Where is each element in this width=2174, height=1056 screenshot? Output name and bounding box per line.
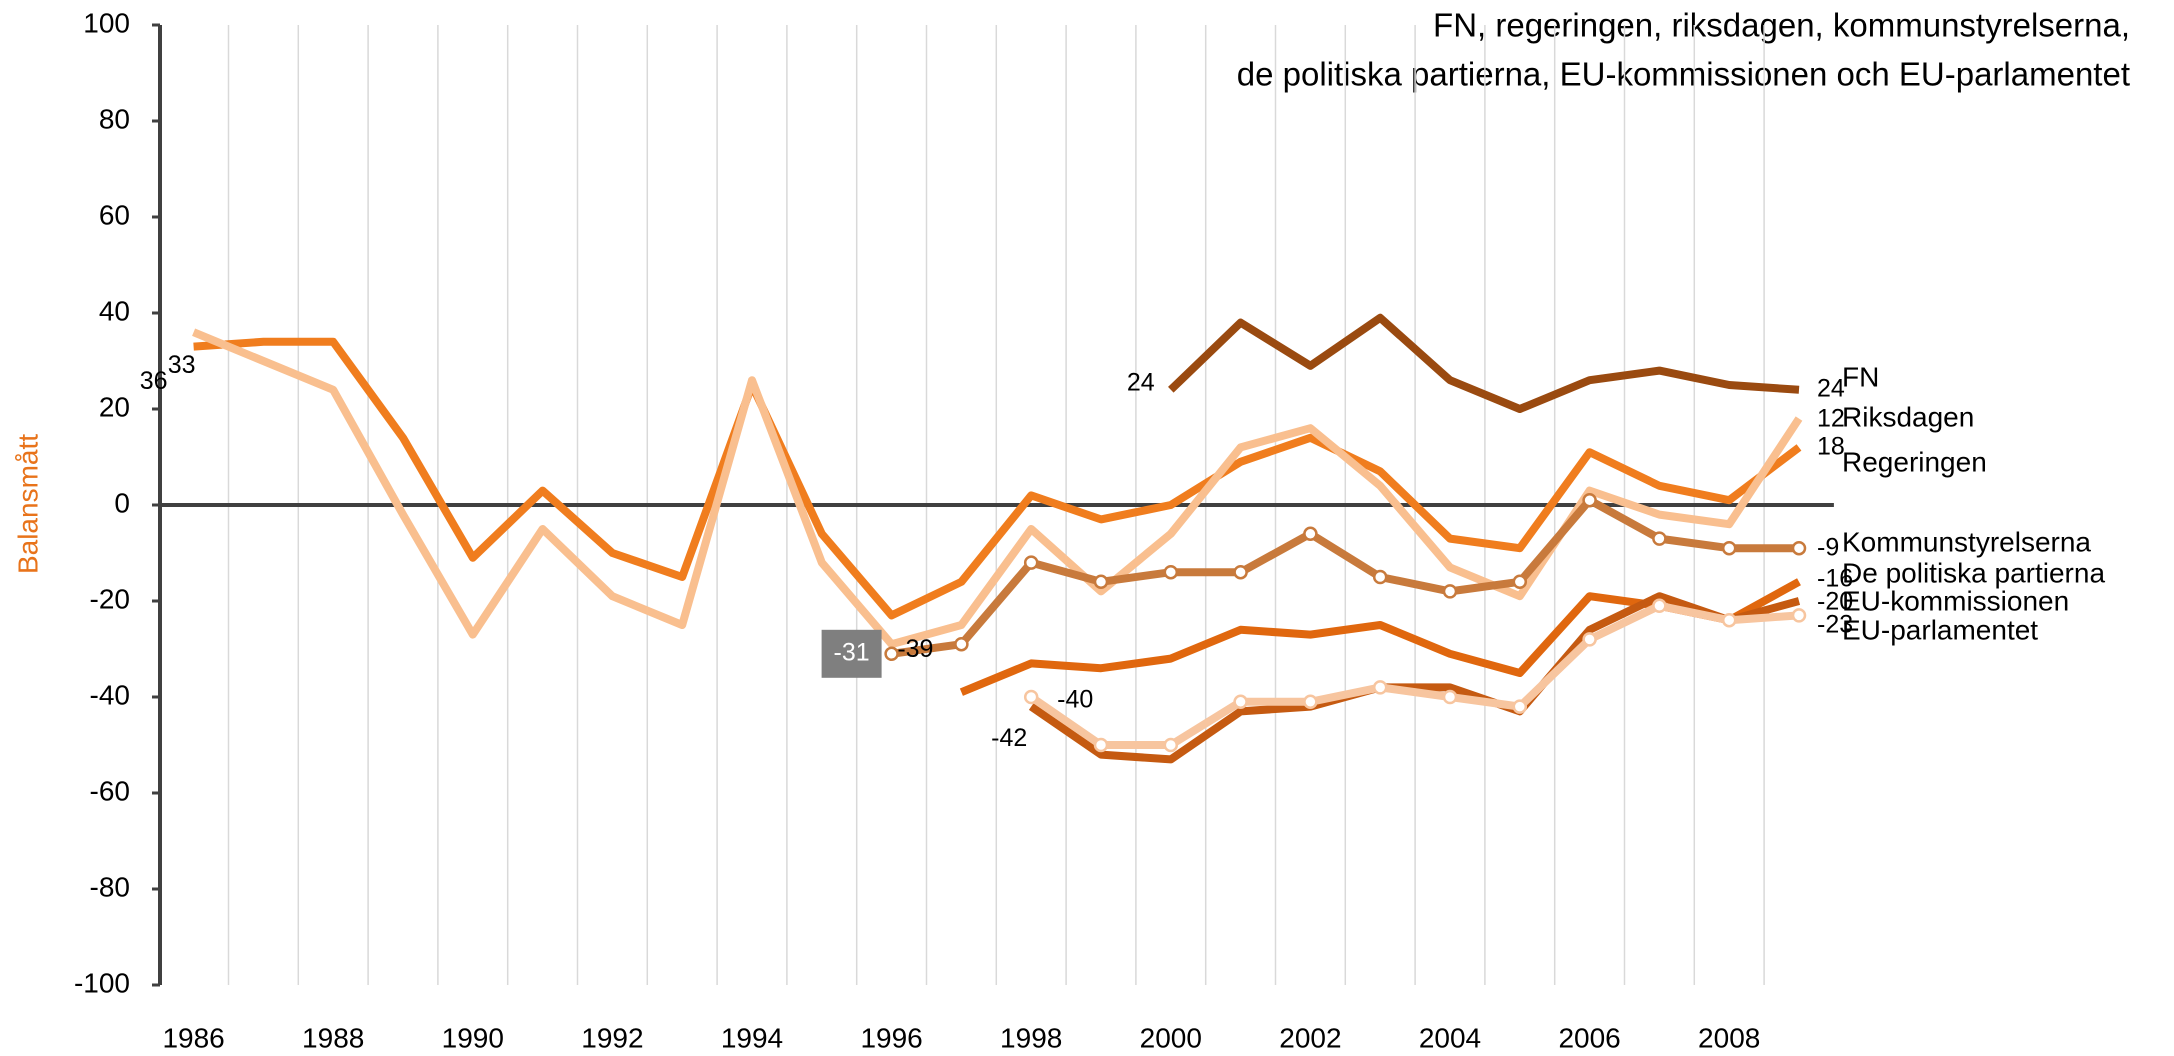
point-marker: [1652, 598, 1667, 614]
point-marker: [1791, 540, 1807, 556]
end-label: -9: [1817, 534, 1839, 562]
series-line: [1028, 601, 1800, 749]
point-marker: [1372, 569, 1388, 585]
legend-label: Kommunstyrelserna: [1842, 526, 2091, 557]
legend-label: FN: [1842, 361, 1879, 392]
y-tick-label: -80: [90, 871, 130, 902]
series-line: [193, 337, 1802, 620]
y-axis-label: Balansmått: [12, 434, 43, 574]
point-marker: [1721, 612, 1737, 628]
series-line: [1028, 592, 1801, 764]
x-tick-label: 1990: [442, 1022, 504, 1053]
point-marker: [1023, 689, 1039, 705]
point-marker: [1582, 632, 1597, 647]
point-marker: [1093, 574, 1109, 590]
y-tick-label: 40: [99, 295, 130, 326]
y-tick-label: 100: [83, 7, 130, 38]
start-label: 24: [1127, 368, 1155, 396]
point-marker: [954, 636, 969, 652]
point-marker: [1023, 555, 1039, 570]
x-tick-label: 1996: [860, 1022, 922, 1053]
x-tick-label: 1986: [162, 1022, 224, 1053]
point-marker: [1163, 737, 1179, 753]
point-marker: [1233, 564, 1248, 580]
point-marker: [1163, 564, 1179, 580]
point-marker: [1791, 608, 1807, 623]
legend-label: De politiska partierna: [1842, 557, 2105, 588]
point-marker: [1442, 689, 1458, 705]
x-tick-label: 2000: [1140, 1022, 1202, 1053]
x-tick-label: 2008: [1698, 1022, 1760, 1053]
y-tick-label: 0: [114, 487, 130, 518]
x-tick-label: 1988: [302, 1022, 364, 1053]
legend-label: EU-parlamentet: [1842, 614, 2038, 645]
point-marker: [1512, 699, 1528, 714]
end-label: 12: [1817, 405, 1845, 433]
point-marker: [1512, 574, 1528, 590]
series-line: [891, 496, 1799, 658]
x-tick-label: 2004: [1419, 1022, 1481, 1053]
start-label: -42: [991, 724, 1027, 752]
point-marker: [1233, 694, 1248, 710]
series-line: [192, 328, 1803, 649]
series-line: [1168, 313, 1800, 413]
end-label: -20: [1817, 588, 1853, 616]
x-tick-label: 1994: [721, 1022, 783, 1053]
y-tick-label: -60: [90, 775, 130, 806]
point-marker: [884, 646, 899, 662]
end-label: -16: [1817, 565, 1853, 593]
point-marker: [1582, 492, 1597, 508]
y-tick-label: 20: [99, 391, 130, 422]
point-marker: [1303, 526, 1318, 542]
legend-label: EU-kommissionen: [1842, 585, 2069, 616]
start-label: 33: [168, 351, 196, 379]
label-box: [821, 629, 882, 678]
y-tick-label: -20: [90, 583, 130, 614]
y-tick-label: -100: [74, 967, 130, 998]
y-tick-label: 80: [99, 103, 130, 134]
x-tick-label: 2002: [1279, 1022, 1341, 1053]
start-label: 36: [140, 367, 168, 395]
legend-label: Regeringen: [1842, 446, 1987, 477]
point-marker: [1442, 584, 1458, 599]
start-label: -40: [1057, 686, 1093, 714]
end-label: 24: [1817, 375, 1845, 403]
x-tick-label: 2006: [1558, 1022, 1620, 1053]
legend-label: Riksdagen: [1842, 401, 1974, 432]
point-marker: [1652, 531, 1667, 546]
end-label: -23: [1817, 611, 1853, 639]
chart-subtitle: de politiska partierna, EU-kommissionen …: [1237, 56, 2130, 93]
x-tick-label: 1992: [581, 1022, 643, 1053]
y-tick-label: 60: [99, 199, 130, 230]
point-marker: [1303, 694, 1318, 710]
start-label: -39: [897, 635, 933, 663]
chart-title: FN, regeringen, riksdagen, kommunstyrels…: [1433, 7, 2130, 44]
x-tick-label: 1998: [1000, 1022, 1062, 1053]
point-marker: [1372, 680, 1388, 695]
y-tick-label: -40: [90, 679, 130, 710]
point-marker: [1721, 540, 1737, 556]
end-label: 18: [1817, 433, 1845, 461]
start-label: -31: [834, 638, 870, 666]
point-marker: [1093, 737, 1109, 753]
